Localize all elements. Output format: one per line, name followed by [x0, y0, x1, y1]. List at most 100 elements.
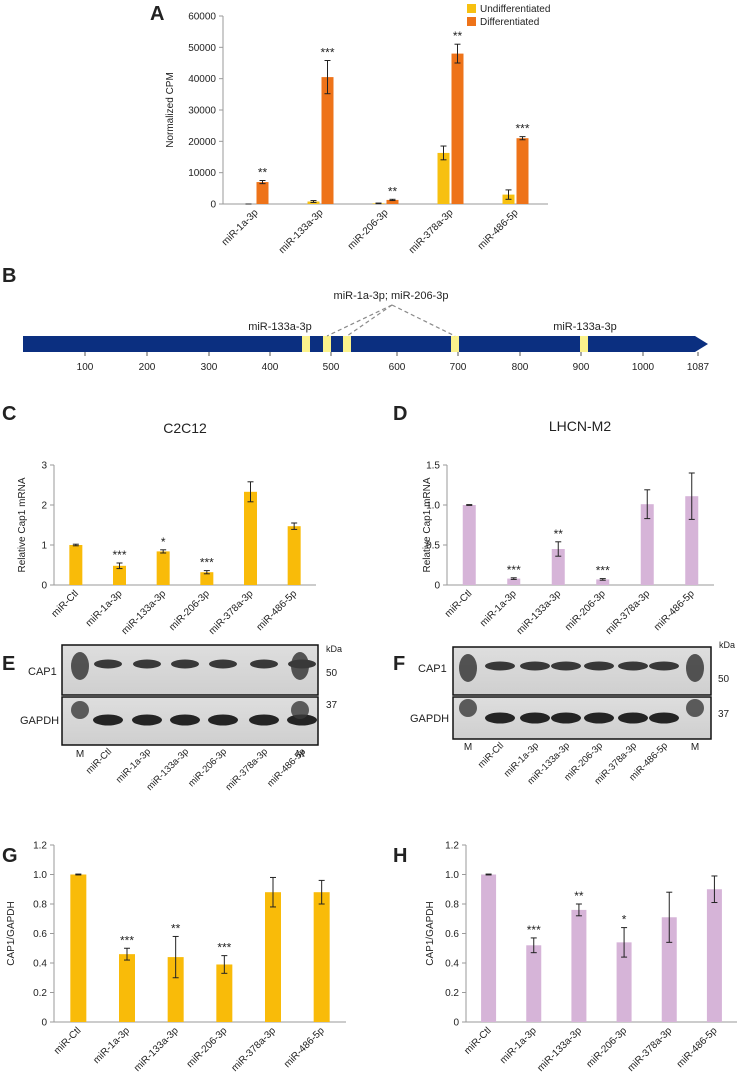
chart-d-bar — [551, 549, 565, 585]
chart-g-category-label: miR-133a-3p — [132, 1025, 181, 1073]
chart-c-significance-label: *** — [200, 556, 214, 570]
site-1a-206-1 — [323, 336, 331, 352]
panel-label-h: H — [393, 845, 407, 867]
site-connector-2 — [346, 304, 393, 337]
chart-a-bar — [451, 53, 464, 204]
gene-map-tick-label: 700 — [450, 362, 467, 373]
site-connector-1 — [326, 304, 393, 337]
blot-e-cap1-band — [209, 659, 237, 669]
chart-g-y-tick-label: 1.2 — [33, 841, 47, 852]
label-133a-left: miR-133a-3p — [248, 321, 312, 333]
chart-h-category-label: miR-1a-3p — [498, 1025, 539, 1066]
blot-f-marker-band — [459, 699, 477, 717]
chart-d-bar — [685, 496, 699, 585]
chart-h-y-tick-label: 0.6 — [445, 929, 459, 940]
chart-a-y-tick-label: 10000 — [188, 168, 216, 179]
chart-d-category-label: miR-206-3p — [563, 588, 608, 633]
chart-c-title: C2C12 — [163, 420, 207, 436]
blot-f-marker-band — [686, 699, 704, 717]
blot-f-gapdh-label: GAPDH — [410, 713, 449, 725]
chart-d: 0 0.5 1.0 1.5 Relative Cap1 mRNA LHCN-M2 miR-C… — [422, 418, 714, 637]
blot-e-cap1-band — [94, 659, 122, 669]
chart-g-bar — [313, 892, 330, 1022]
chart-d-bar — [507, 578, 521, 585]
gene-map-tick-label: 500 — [323, 362, 340, 373]
site-connector-3 — [391, 304, 456, 337]
chart-g-category-label: miR-486-5p — [282, 1025, 327, 1070]
gene-map-tick-label: 800 — [512, 362, 529, 373]
gene-map-tick-label: 1000 — [632, 362, 655, 373]
chart-h-category-label: miR-378a-3p — [626, 1025, 675, 1073]
chart-g-y-tick-label: 0 — [41, 1018, 47, 1029]
chart-h-y-axis-label: CAP1/GAPDH — [425, 901, 436, 965]
chart-d-category-label: miR-Ctl — [443, 588, 474, 619]
chart-c-category-label: miR-378a-3p — [207, 588, 256, 637]
chart-h-bar — [526, 945, 542, 1022]
panel-label-g: G — [2, 845, 18, 867]
chart-a-bar — [321, 77, 334, 204]
chart-h-y-tick-label: 0 — [453, 1018, 459, 1029]
chart-d-category-label: miR-378a-3p — [604, 588, 653, 637]
chart-c-y-axis-label: Relative Cap1 mRNA — [17, 477, 28, 572]
blot-f-cap1-band — [551, 661, 581, 671]
chart-a-bar — [516, 138, 529, 204]
blot-e-cap1-band — [133, 659, 161, 669]
panel-label-d: D — [393, 403, 407, 425]
legend-swatch-undifferentiated — [467, 4, 476, 13]
chart-a-category-label: miR-486-5p — [476, 207, 521, 252]
chart-a-category-label: miR-133a-3p — [277, 207, 326, 256]
blot-e-marker-50: 50 — [326, 668, 338, 679]
chart-a-y-tick-label: 0 — [210, 200, 216, 211]
blot-e-gapdh-band — [93, 714, 123, 726]
panel-label-c: C — [2, 403, 16, 425]
gene-map-tick-label: 1087 — [687, 362, 710, 373]
blot-f-gapdh-band — [551, 712, 581, 724]
chart-c-bar — [200, 572, 214, 585]
chart-d-category-label: miR-1a-3p — [478, 588, 519, 629]
chart-h-bar — [661, 917, 677, 1022]
blot-f-marker-50: 50 — [718, 674, 730, 685]
chart-g-y-tick-label: 0.4 — [33, 959, 47, 970]
chart-d-y-axis-label: Relative Cap1 mRNA — [422, 477, 433, 572]
chart-c: 0 1 2 3 Relative Cap1 mRNA C2C12 miR-Ctl *** miR… — [17, 420, 316, 637]
chart-a-y-tick-label: 30000 — [188, 106, 216, 117]
chart-h-category-label: miR-Ctl — [462, 1025, 493, 1056]
gene-map-ticks: 100 200 300 400 500 600 700 800 900 1000 1087 — [77, 352, 710, 373]
chart-a-significance-label: ** — [453, 29, 463, 43]
chart-a-significance-label: *** — [515, 122, 529, 136]
gene-map-tick-label: 100 — [77, 362, 94, 373]
chart-a-bar — [437, 152, 450, 204]
chart-g-bar — [70, 874, 87, 1022]
chart-c-y-tick-label: 1 — [41, 541, 47, 552]
chart-d-y-tick-label: 1.0 — [426, 501, 440, 512]
chart-c-bar — [69, 545, 83, 585]
chart-h-y-tick-label: 0.4 — [445, 959, 459, 970]
blot-e-cap1-band — [171, 659, 199, 669]
blot-e-gapdh-band — [249, 714, 279, 726]
chart-d-y-tick-label: 1.5 — [426, 461, 440, 472]
chart-d-bar — [596, 579, 610, 585]
blot-e-cap1-label: CAP1 — [28, 666, 57, 678]
chart-g-bar — [167, 957, 184, 1022]
blot-e-kda-label: kDa — [326, 644, 342, 654]
chart-c-category-label: miR-133a-3p — [120, 588, 169, 637]
panel-label-b: B — [2, 265, 16, 287]
blot-f-gapdh-band — [584, 712, 614, 724]
blot-e-marker-37: 37 — [326, 700, 338, 711]
blot-f-gapdh-band — [649, 712, 679, 724]
chart-d-significance-label: ** — [554, 527, 564, 541]
chart-h-category-label: miR-206-3p — [584, 1025, 629, 1070]
blot-e-gapdh-band — [132, 714, 162, 726]
chart-c-y-tick-label: 2 — [41, 501, 47, 512]
chart-h-significance-label: *** — [527, 923, 541, 937]
chart-h: 00.20.40.60.81.01.2CAP1/GAPDHmiR-Ctl***m… — [425, 841, 737, 1073]
chart-a-category-label: miR-378a-3p — [407, 207, 456, 256]
chart-g-bar — [265, 892, 281, 1022]
chart-a-bar — [256, 182, 269, 204]
chart-d-title: LHCN-M2 — [549, 418, 611, 434]
blot-f-lane-label-marker: M — [691, 742, 699, 753]
chart-h-category-label: miR-133a-3p — [535, 1025, 584, 1073]
